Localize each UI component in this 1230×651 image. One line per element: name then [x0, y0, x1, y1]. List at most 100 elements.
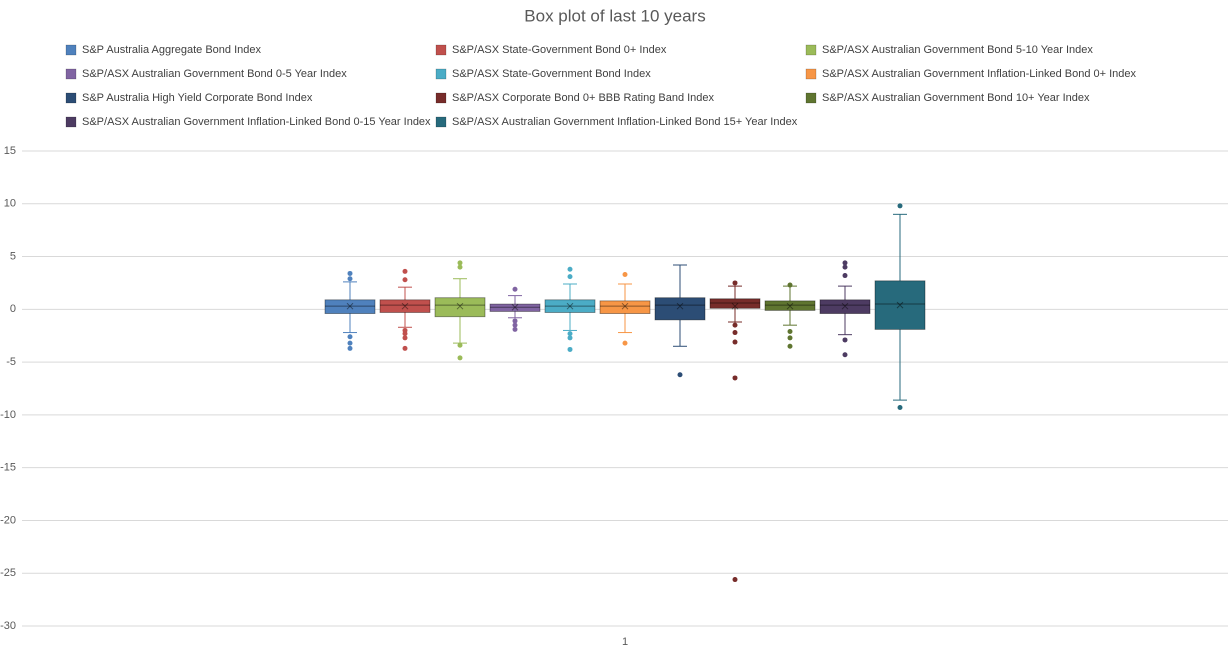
mean-marker — [786, 302, 794, 310]
legend-label: S&P/ASX Australian Government Inflation-… — [452, 116, 798, 128]
legend-label: S&P/ASX Corporate Bond 0+ BBB Rating Ban… — [452, 92, 715, 104]
outlier — [347, 340, 353, 346]
outlier — [732, 577, 738, 583]
box — [434, 297, 486, 318]
outlier — [787, 329, 793, 334]
box — [599, 300, 651, 314]
legend-swatch — [435, 116, 447, 128]
mean-marker — [731, 302, 739, 310]
box-series — [764, 282, 816, 349]
legend-swatch — [65, 68, 77, 80]
legend-label: S&P/ASX Australian Government Bond 0-5 Y… — [82, 68, 347, 80]
x-tick-label: 1 — [622, 636, 628, 648]
box-series — [489, 286, 541, 332]
outlier — [622, 272, 628, 277]
outlier — [347, 270, 353, 276]
outlier — [897, 203, 903, 209]
outlier — [457, 355, 463, 361]
outlier — [842, 352, 848, 358]
outlier — [402, 345, 408, 351]
chart-title: Box plot of last 10 years — [524, 6, 705, 25]
legend-swatch — [805, 92, 817, 104]
box — [379, 299, 431, 313]
box-series — [379, 268, 431, 351]
legend-label: S&P/ASX State-Government Bond 0+ Index — [452, 44, 667, 56]
mean-marker — [676, 302, 684, 310]
outlier — [842, 273, 848, 279]
y-tick-label: -15 — [0, 462, 16, 474]
outlier — [567, 331, 573, 337]
outlier — [512, 322, 518, 328]
legend-label: S&P Australia High Yield Corporate Bond … — [82, 92, 313, 104]
legend-swatch — [435, 92, 447, 104]
mean-marker — [566, 302, 574, 310]
box-series — [654, 264, 706, 378]
box-series — [544, 266, 596, 352]
box-series — [709, 280, 761, 583]
box-series — [434, 260, 486, 361]
box — [709, 298, 761, 309]
y-tick-label: -20 — [0, 514, 16, 526]
outlier — [512, 326, 518, 332]
box — [764, 300, 816, 311]
outlier — [567, 346, 573, 352]
outlier — [567, 274, 573, 280]
mean-marker — [346, 302, 354, 310]
y-tick-label: 0 — [10, 303, 16, 315]
outlier — [732, 375, 738, 381]
box — [819, 299, 871, 314]
outlier — [842, 264, 848, 270]
legend-label: S&P/ASX Australian Government Bond 5-10 … — [822, 44, 1093, 56]
outlier — [402, 335, 408, 341]
outlier — [897, 405, 903, 410]
outlier — [512, 286, 518, 292]
outlier — [787, 282, 793, 288]
outlier — [347, 334, 353, 340]
legend-swatch — [805, 68, 817, 80]
box — [874, 280, 926, 330]
outlier — [402, 277, 408, 283]
outlier — [787, 335, 793, 341]
outlier — [402, 331, 408, 337]
outlier — [732, 322, 738, 328]
box — [544, 299, 596, 313]
outlier — [732, 330, 738, 336]
outlier — [457, 342, 463, 348]
outlier — [842, 337, 848, 343]
outlier — [402, 268, 408, 274]
y-tick-label: 5 — [10, 250, 16, 262]
y-tick-label: -25 — [0, 567, 16, 579]
mean-marker — [621, 302, 629, 310]
legend-swatch — [65, 44, 77, 56]
box-series — [324, 270, 376, 351]
outlier — [512, 318, 518, 324]
legend-swatch — [435, 68, 447, 80]
box — [654, 297, 706, 321]
outlier — [347, 276, 353, 282]
box — [489, 303, 541, 312]
legend-swatch — [435, 44, 447, 56]
outlier — [842, 260, 848, 266]
outlier — [567, 266, 573, 272]
legend-label: S&P/ASX Australian Government Inflation-… — [82, 116, 431, 128]
legend-label: S&P Australia Aggregate Bond Index — [82, 44, 261, 56]
mean-marker — [456, 302, 464, 310]
outlier — [347, 345, 353, 351]
legend-swatch — [65, 92, 77, 104]
box — [324, 299, 376, 314]
mean-marker — [896, 301, 904, 309]
box-series — [819, 260, 871, 358]
outlier — [787, 343, 793, 349]
y-tick-label: 10 — [4, 198, 16, 210]
legend-swatch — [805, 44, 817, 56]
mean-marker — [511, 303, 519, 311]
box-series — [599, 272, 651, 346]
outlier — [457, 260, 463, 266]
legend-label: S&P/ASX State-Government Bond Index — [452, 68, 651, 80]
outlier — [567, 335, 573, 341]
mean-marker — [841, 302, 849, 310]
outlier — [732, 339, 738, 345]
outlier — [732, 280, 738, 286]
y-tick-label: -30 — [0, 620, 16, 632]
